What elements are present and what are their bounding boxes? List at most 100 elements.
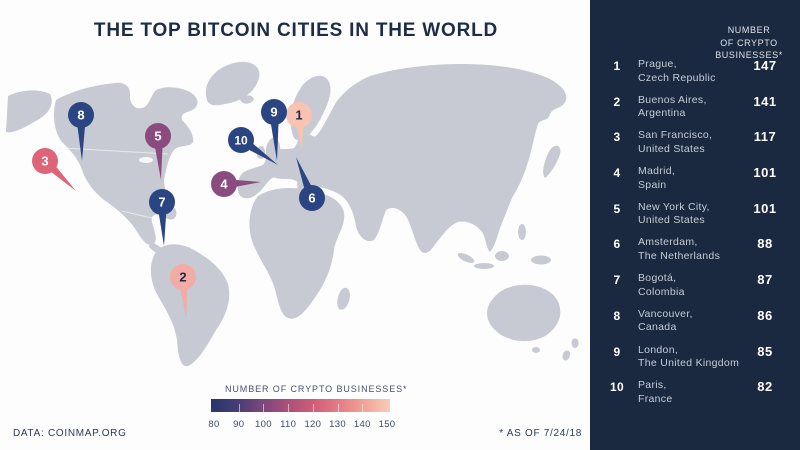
pin-circle (68, 102, 94, 128)
map-pin-10: 10 (228, 127, 278, 165)
continent-eurasia (237, 64, 567, 253)
scale-tick (288, 404, 290, 412)
scale-tick-label: 100 (255, 419, 272, 430)
map-pin-1: 1 (286, 102, 312, 150)
pin-rank-label: 5 (154, 129, 161, 144)
island-philippines (518, 224, 526, 240)
continent-greenland (205, 61, 260, 106)
rank-number: 5 (613, 201, 621, 216)
map-pin-2: 2 (170, 264, 196, 318)
scale-tick-label: 140 (353, 419, 371, 430)
rank-number: 7 (613, 273, 621, 288)
island-new-guinea (531, 255, 551, 265)
sidebar-header-line: OF CRYPTO (720, 37, 778, 48)
rank-number: 10 (610, 380, 624, 395)
list-item: 2 Buenos Aires, Argentina 141 (606, 94, 790, 130)
pin-rank-label: 8 (77, 108, 84, 123)
page-title: THE TOP BITCOIN CITIES IN THE WORLD (93, 20, 499, 41)
list-item: 1 Prague, Czech Republic 147 (606, 58, 790, 94)
list-item: 6 Amsterdam, The Netherlands 88 (606, 236, 790, 272)
business-count: 117 (753, 129, 777, 145)
scale-tick (263, 404, 265, 412)
continent-australia (487, 284, 561, 342)
rank-number: 6 (613, 237, 621, 252)
map-pin-3: 3 (32, 148, 76, 191)
pin-circle (228, 127, 254, 153)
list-item: 8 Vancouver, Canada 86 (606, 308, 790, 344)
scale-tick (337, 404, 339, 412)
sidebar-header-line: BUSINESSES* (715, 50, 783, 60)
city-name: Vancouver, Canada (638, 307, 693, 334)
rank-number: 8 (613, 308, 621, 323)
business-count: 85 (757, 343, 773, 359)
list-item: 7 Bogotá, Colombia 87 (606, 272, 790, 308)
rank-number: 2 (613, 94, 621, 109)
continent-africa (249, 188, 345, 319)
pin-circle (286, 102, 312, 128)
great-lakes (139, 157, 153, 163)
list-item: 10 Paris, France 82 (606, 379, 790, 415)
map-pin-5: 5 (145, 123, 171, 180)
scale-tick (312, 404, 314, 412)
continent-south-america (150, 244, 230, 367)
pin-rank-label: 10 (234, 134, 248, 148)
island-borneo (495, 251, 509, 261)
island-iceland (240, 95, 254, 104)
pin-circle (170, 264, 196, 290)
list-item: 5 New York City, United States 101 (606, 201, 790, 237)
sidebar-header-line: NUMBER (727, 25, 771, 35)
pin-circle (149, 189, 175, 215)
legend-title: NUMBER OF CRYPTO BUSINESSES* (225, 384, 408, 394)
business-count: 147 (753, 58, 777, 73)
map-pin-7: 7 (149, 189, 175, 246)
island-japan (543, 145, 561, 178)
map-pin-6: 6 (296, 157, 325, 211)
list-item: 9 London, The United Kingdom 85 (606, 344, 790, 380)
scale-tick-label: 90 (233, 419, 245, 430)
world-map: 1 2 3 4 5 6 7 8 9 10 (6, 61, 579, 367)
city-name: Madrid, Spain (638, 165, 676, 191)
city-name: London, The United Kingdom (638, 343, 740, 370)
map-pins: 1 2 3 4 5 6 7 8 9 10 (32, 99, 325, 318)
pin-rank-label: 1 (295, 108, 302, 123)
business-count: 141 (753, 93, 777, 109)
city-name: Paris, France (638, 379, 673, 405)
pin-circle (211, 171, 237, 197)
rank-number: 4 (613, 166, 621, 181)
city-name: New York City, United States (638, 200, 710, 227)
sidebar-column-header: NUMBER OF CRYPTO BUSINESSES* (709, 24, 789, 62)
island-madagascar (337, 287, 350, 310)
as-of-note: * AS OF 7/24/18 (499, 428, 582, 439)
scale-tick-label: 120 (304, 419, 322, 430)
pin-rank-label: 4 (220, 177, 228, 192)
business-count: 101 (753, 165, 777, 181)
city-name: Amsterdam, The Netherlands (638, 236, 721, 262)
island-java (474, 263, 494, 269)
island-new-zealand-south (562, 350, 571, 361)
scale-tick-label: 130 (329, 419, 346, 430)
scale-tick (362, 404, 364, 412)
city-name: San Francisco, United States (638, 129, 713, 155)
business-count: 86 (757, 307, 773, 323)
list-item: 4 Madrid, Spain 101 (606, 165, 790, 201)
business-count: 88 (757, 236, 773, 252)
city-name: Prague, Czech Republic (638, 58, 716, 84)
island-tasmania (532, 347, 540, 353)
pin-circle (32, 148, 58, 174)
city-name: Buenos Aires, Argentina (638, 93, 707, 120)
data-source-note: DATA: COINMAP.ORG (13, 428, 127, 439)
island-sumatra (457, 253, 475, 263)
business-count: 87 (757, 272, 773, 288)
rank-number: 1 (613, 59, 621, 73)
scale-tick (238, 404, 240, 412)
business-count: 82 (757, 379, 773, 395)
pin-rank-label: 6 (308, 191, 315, 206)
pin-rank-label: 7 (158, 195, 165, 210)
pin-circle (145, 123, 171, 149)
rank-number: 3 (613, 130, 621, 145)
scale-tick-label: 150 (378, 419, 396, 430)
ranking-sidebar: NUMBER OF CRYPTO BUSINESSES* 1 Prague, Czech… (590, 0, 800, 450)
pin-rank-label: 2 (179, 270, 186, 285)
pin-rank-label: 3 (41, 154, 48, 169)
pin-circle (261, 99, 287, 125)
